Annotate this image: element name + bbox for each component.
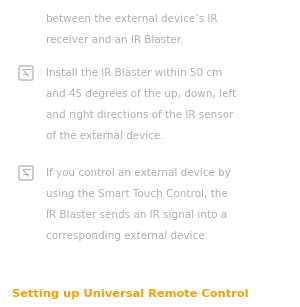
Text: and 45 degrees of the up, down, left: and 45 degrees of the up, down, left (46, 89, 236, 99)
Text: using the Smart Touch Control, the: using the Smart Touch Control, the (46, 189, 228, 199)
Text: of the external device.: of the external device. (46, 131, 164, 141)
Text: receiver and an IR Blaster.: receiver and an IR Blaster. (46, 35, 184, 45)
Text: If you control an external device by: If you control an external device by (46, 168, 231, 178)
Text: IR Blaster sends an IR signal into a: IR Blaster sends an IR signal into a (46, 210, 227, 220)
Text: corresponding external device.: corresponding external device. (46, 231, 208, 241)
FancyBboxPatch shape (19, 66, 33, 80)
Text: Install the IR Blaster within 50 cm: Install the IR Blaster within 50 cm (46, 68, 222, 78)
Text: and right directions of the IR sensor: and right directions of the IR sensor (46, 110, 233, 120)
Text: Setting up Universal Remote Control: Setting up Universal Remote Control (12, 289, 249, 299)
FancyBboxPatch shape (19, 166, 33, 180)
Text: between the external device’s IR: between the external device’s IR (46, 14, 218, 24)
